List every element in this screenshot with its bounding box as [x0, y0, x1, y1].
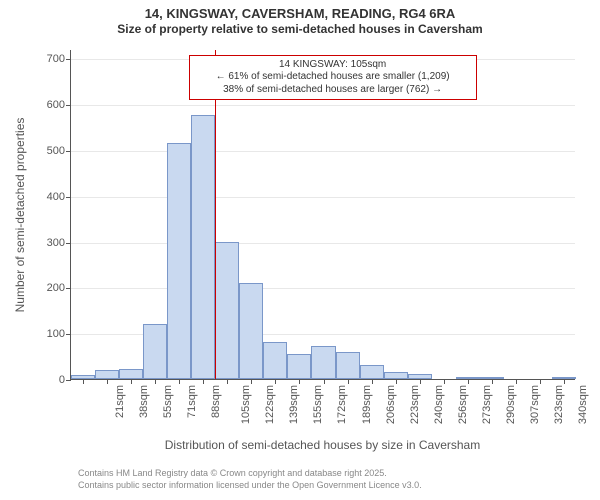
x-tick-mark: [203, 379, 204, 384]
y-tick-label: 500: [47, 145, 71, 157]
x-tick-mark: [324, 379, 325, 384]
y-tick-label: 600: [47, 99, 71, 111]
x-tick-mark: [83, 379, 84, 384]
x-tick-label: 105sqm: [240, 385, 252, 424]
histogram-bar: [336, 352, 360, 380]
x-tick-label: 273sqm: [481, 385, 493, 424]
histogram-bar: [263, 342, 287, 379]
histogram-bar: [215, 242, 239, 380]
histogram-bar: [167, 143, 191, 379]
histogram-bar: [239, 283, 263, 379]
x-tick-label: 189sqm: [361, 385, 373, 424]
y-tick-label: 200: [47, 282, 71, 294]
y-tick-label: 100: [47, 328, 71, 340]
annotation-line-2: ← 61% of semi-detached houses are smalle…: [196, 71, 470, 84]
footer-attribution: Contains HM Land Registry data © Crown c…: [78, 468, 422, 491]
y-axis-label: Number of semi-detached properties: [13, 118, 27, 313]
x-tick-mark: [107, 379, 108, 384]
footer-line-1: Contains HM Land Registry data © Crown c…: [78, 468, 422, 480]
y-tick-label: 300: [47, 237, 71, 249]
x-tick-label: 256sqm: [457, 385, 469, 424]
histogram-bar: [119, 369, 143, 379]
gridline: [71, 288, 575, 289]
x-tick-label: 240sqm: [433, 385, 445, 424]
x-tick-mark: [420, 379, 421, 384]
x-tick-label: 71sqm: [186, 385, 198, 418]
x-tick-label: 38sqm: [138, 385, 150, 418]
x-tick-mark: [492, 379, 493, 384]
x-tick-label: 172sqm: [337, 385, 349, 424]
x-tick-mark: [516, 379, 517, 384]
histogram-bar: [191, 115, 215, 379]
x-tick-label: 155sqm: [313, 385, 325, 424]
histogram-bar: [360, 365, 384, 379]
y-tick-label: 0: [59, 374, 71, 386]
x-tick-label: 206sqm: [385, 385, 397, 424]
x-tick-label: 340sqm: [577, 385, 589, 424]
footer-line-2: Contains public sector information licen…: [78, 480, 422, 492]
x-tick-mark: [564, 379, 565, 384]
chart-subtitle: Size of property relative to semi-detach…: [0, 22, 600, 36]
chart-title: 14, KINGSWAY, CAVERSHAM, READING, RG4 6R…: [0, 6, 600, 21]
x-tick-mark: [444, 379, 445, 384]
x-axis-label: Distribution of semi-detached houses by …: [70, 438, 575, 452]
histogram-bar: [143, 324, 167, 379]
gridline: [71, 197, 575, 198]
gridline: [71, 151, 575, 152]
x-tick-label: 55sqm: [162, 385, 174, 418]
x-tick-mark: [251, 379, 252, 384]
histogram-bar: [311, 346, 335, 379]
gridline: [71, 105, 575, 106]
x-tick-mark: [396, 379, 397, 384]
x-tick-label: 88sqm: [210, 385, 222, 418]
x-tick-mark: [540, 379, 541, 384]
y-tick-label: 700: [47, 53, 71, 65]
x-tick-label: 223sqm: [409, 385, 421, 424]
annotation-line-3: 38% of semi-detached houses are larger (…: [196, 84, 470, 97]
histogram-bar: [287, 354, 311, 379]
x-tick-mark: [275, 379, 276, 384]
y-tick-label: 400: [47, 191, 71, 203]
x-tick-label: 139sqm: [288, 385, 300, 424]
annotation-box: 14 KINGSWAY: 105sqm ← 61% of semi-detach…: [189, 55, 477, 101]
x-tick-mark: [131, 379, 132, 384]
x-tick-label: 307sqm: [529, 385, 541, 424]
x-tick-label: 122sqm: [264, 385, 276, 424]
x-tick-label: 290sqm: [505, 385, 517, 424]
x-tick-mark: [299, 379, 300, 384]
x-tick-mark: [155, 379, 156, 384]
chart-container: 14, KINGSWAY, CAVERSHAM, READING, RG4 6R…: [0, 0, 600, 500]
annotation-line-1: 14 KINGSWAY: 105sqm: [196, 59, 470, 72]
x-tick-label: 21sqm: [114, 385, 126, 418]
x-tick-mark: [372, 379, 373, 384]
title-block: 14, KINGSWAY, CAVERSHAM, READING, RG4 6R…: [0, 6, 600, 36]
x-tick-mark: [227, 379, 228, 384]
x-tick-mark: [468, 379, 469, 384]
x-tick-mark: [348, 379, 349, 384]
histogram-bar: [95, 370, 119, 379]
x-tick-label: 323sqm: [553, 385, 565, 424]
x-tick-mark: [179, 379, 180, 384]
gridline: [71, 243, 575, 244]
histogram-bar: [384, 372, 408, 379]
